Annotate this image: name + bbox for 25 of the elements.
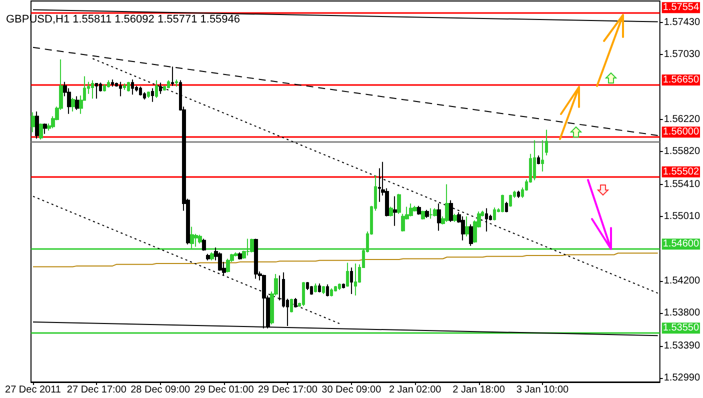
y-tick-label: 1.53390 (664, 340, 700, 352)
ref-line-label: 1.56650 (662, 74, 700, 86)
x-tick-label: 2 Jan 02:00 (388, 384, 442, 396)
y-tick-label: 1.54200 (664, 276, 700, 287)
y-tick-label: 1.55410 (664, 178, 700, 190)
ref-line-label: 1.57554 (662, 2, 700, 14)
y-tick-label: 1.53800 (664, 308, 700, 319)
ref-line-label: 1.53550 (662, 322, 700, 334)
y-tick-label: 1.55010 (664, 210, 700, 222)
y-tick-label: 1.52990 (664, 372, 700, 384)
x-tick-label: 29 Dec 17:00 (258, 384, 318, 396)
x-tick-label: 29 Dec 01:00 (194, 384, 254, 396)
x-tick-label: 27 Dec 2011 (5, 384, 62, 396)
ref-line-label: 1.54600 (662, 238, 700, 250)
x-tick-label: 27 Dec 17:00 (66, 384, 127, 396)
y-tick-label: 1.56220 (664, 114, 700, 125)
y-tick-label: 1.57430 (664, 17, 700, 28)
x-tick-label: 30 Dec 09:00 (322, 384, 382, 396)
x-tick-label: 28 Dec 09:00 (130, 384, 191, 396)
y-tick-label: 1.55820 (664, 146, 700, 157)
ref-line-label: 1.55502 (662, 166, 700, 178)
y-tick-label: 1.57030 (664, 49, 700, 60)
x-tick-label: 3 Jan 10:00 (516, 384, 570, 396)
ref-line-label: 1.56000 (662, 126, 700, 138)
x-tick-label: 2 Jan 18:00 (452, 384, 506, 396)
